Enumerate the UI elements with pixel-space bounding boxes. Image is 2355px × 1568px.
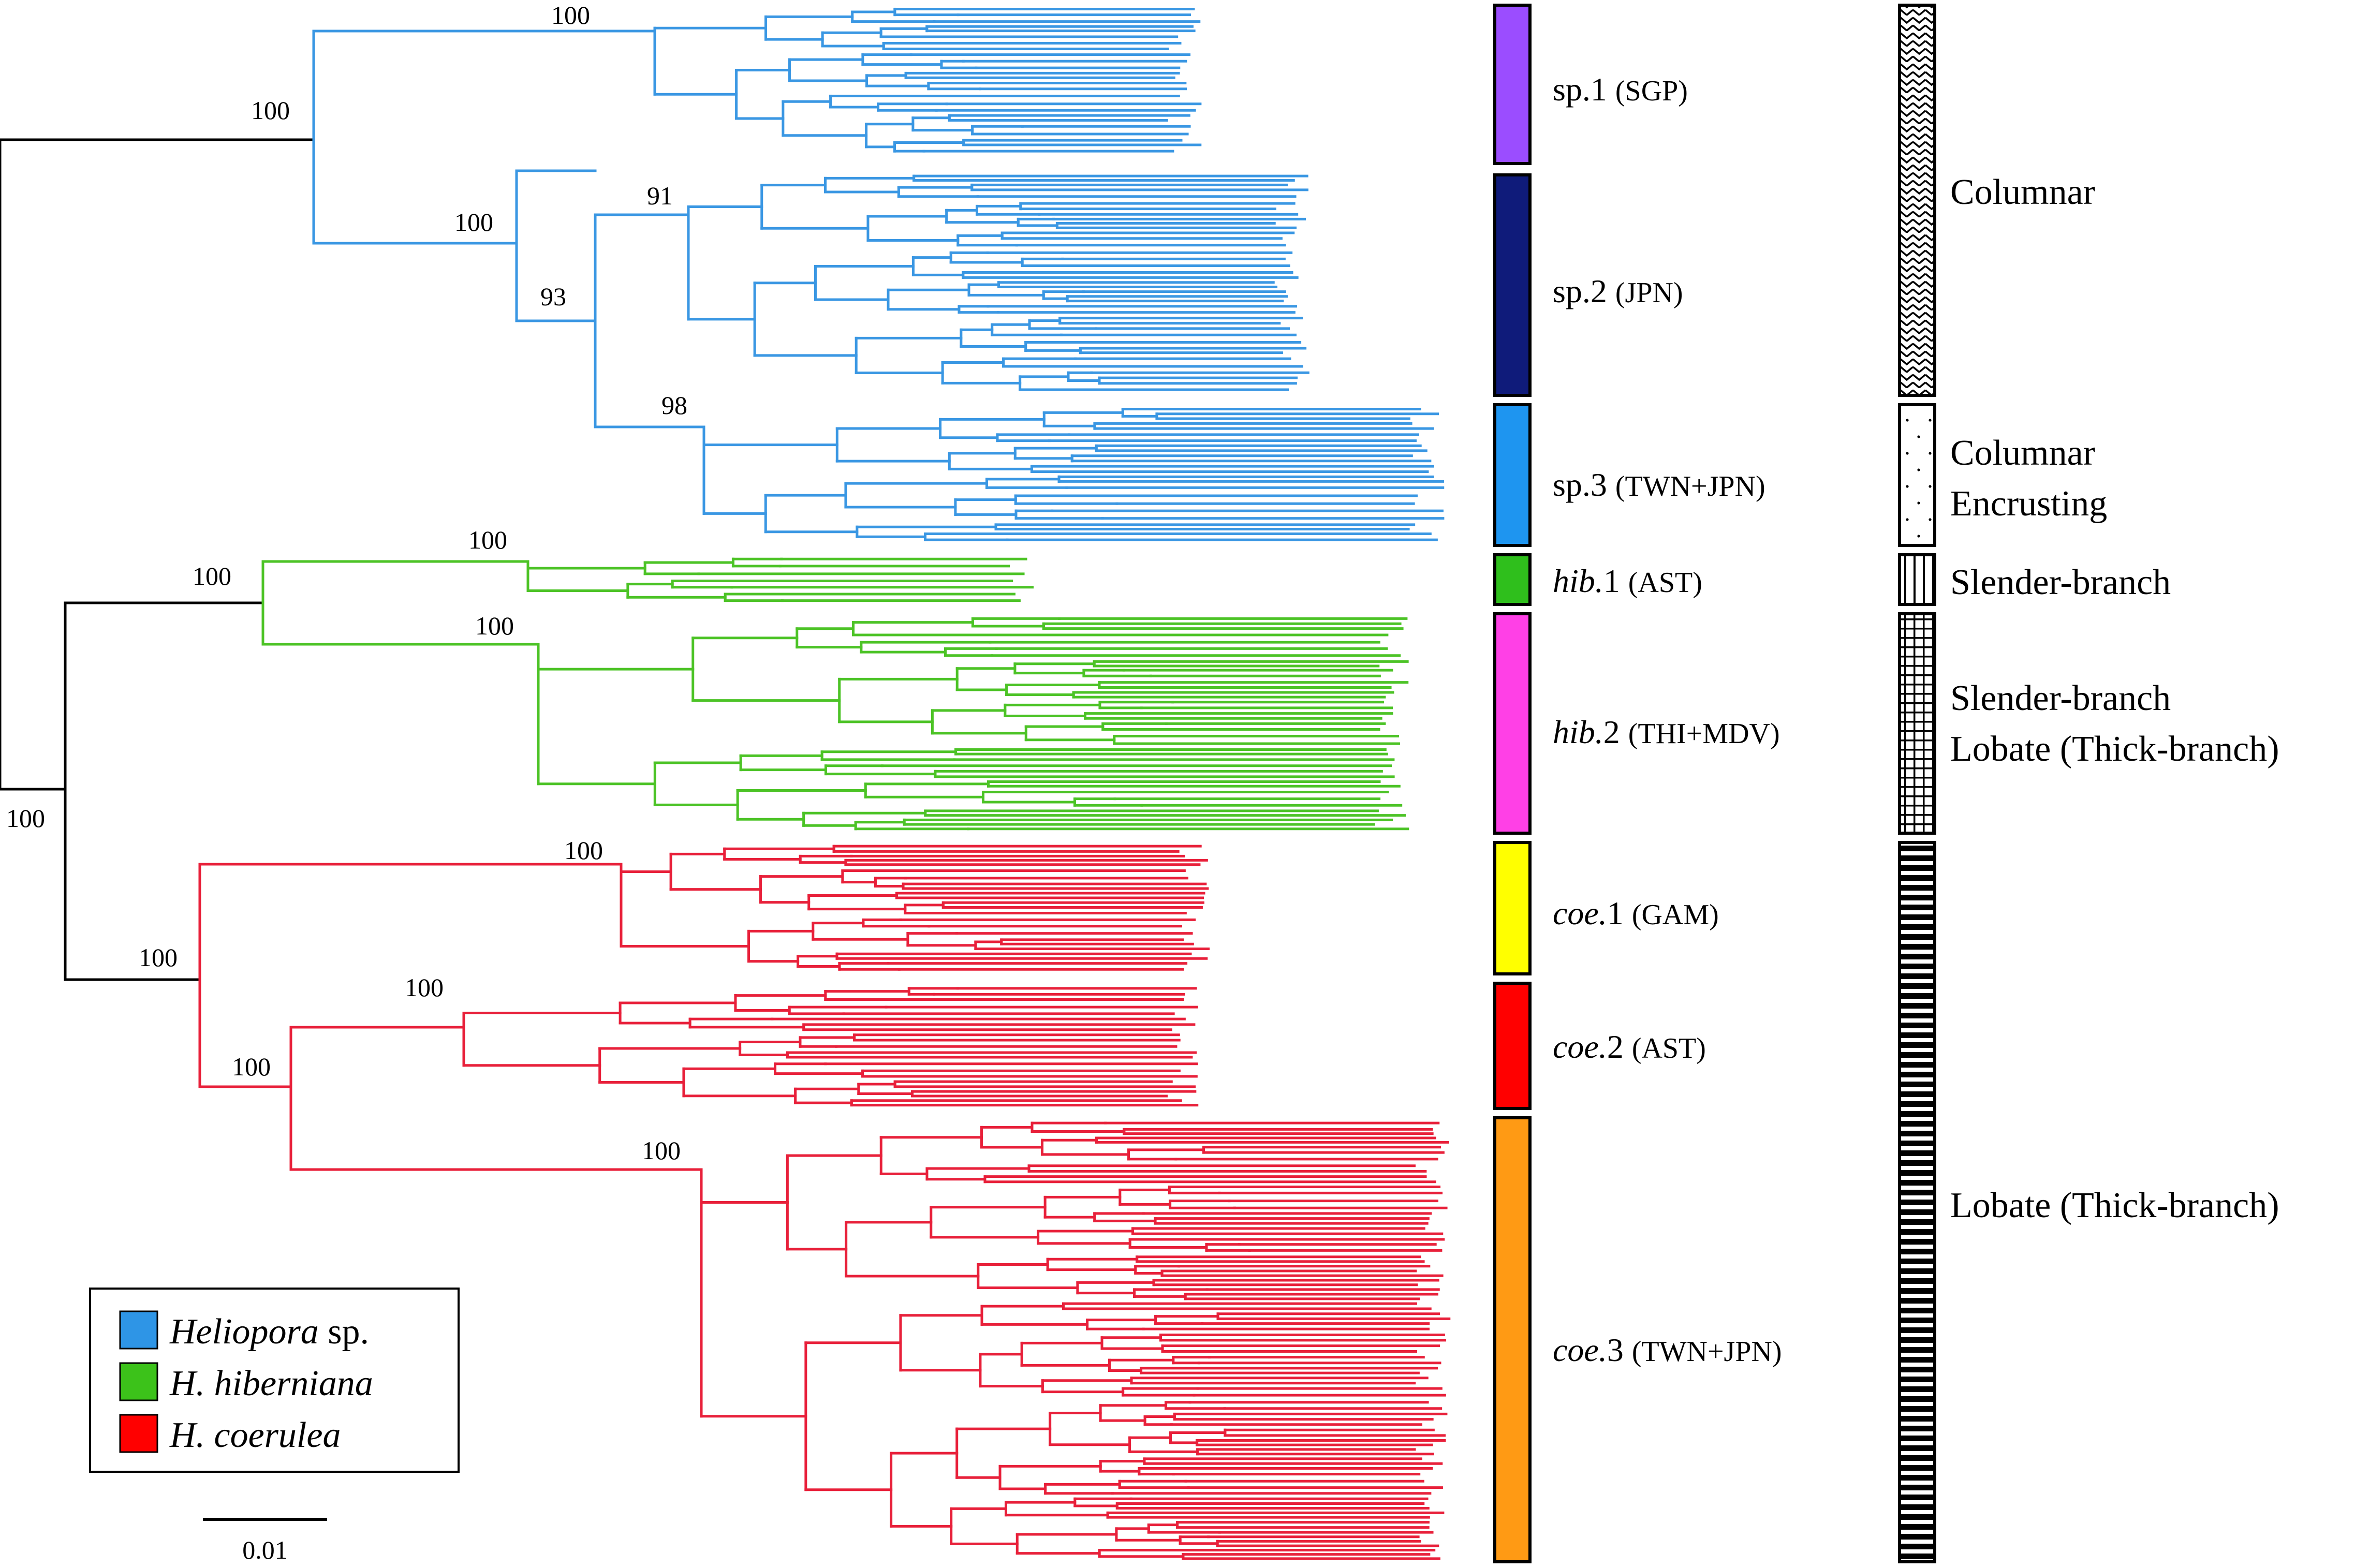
clade-label-sp1: sp.1 (SGP): [1553, 71, 1688, 108]
legend-label-coerulea: H. coerulea: [169, 1415, 341, 1455]
clade-annotations: sp.1 (SGP) sp.2 (JPN) sp.3 (TWN+JPN) hib.1(…: [1493, 4, 1782, 1563]
clade-bar-sp1: [1493, 4, 1532, 165]
morph-bar-lobate: [1898, 841, 1936, 1563]
morph-label-columnar: Columnar: [1950, 172, 2095, 212]
bootstrap-sp3: 98: [661, 391, 687, 420]
clade-label-coe2: coe.2 (AST): [1553, 1028, 1706, 1065]
bootstrap-coerulea: 100: [139, 943, 178, 972]
clade-label-hib2: hib.2 (THI+MDV): [1553, 714, 1780, 750]
clade-label-sp2: sp.2 (JPN): [1553, 273, 1683, 309]
morph-label-slender-lobate-1: Slender-branch: [1950, 678, 2171, 718]
clade-bar-sp3: [1493, 403, 1532, 547]
bootstrap-coe2-coe3: 100: [232, 1052, 271, 1081]
morph-bar-slender-lobate: [1898, 612, 1936, 835]
bootstrap-sp2sp3-inner: 93: [540, 282, 566, 311]
morphology-annotations: Columnar Columnar Encrusting Slender-bra…: [1898, 4, 2279, 1563]
bootstrap-hiberniana: 100: [193, 561, 231, 590]
clade-bar-sp2: [1493, 173, 1532, 397]
bootstrap-sp1: 100: [551, 1, 590, 29]
clade-bar-coe3: [1493, 1116, 1532, 1563]
morph-label-columnar-encrusting-2: Encrusting: [1950, 484, 2107, 524]
morph-bar-columnar: [1898, 4, 1936, 397]
bootstrap-sp2: 91: [647, 181, 673, 210]
bootstrap-coe1: 100: [564, 836, 603, 865]
legend-swatch-coerulea: [119, 1414, 158, 1453]
bootstrap-labels: 100 100 100 100 93 91 98 100 100 100 100…: [6, 1, 687, 1165]
clade-label-coe3: coe.3 (TWN+JPN): [1553, 1332, 1782, 1368]
bootstrap-hib1: 100: [468, 525, 507, 554]
legend-label-heliopora: Heliopora sp.: [169, 1312, 369, 1352]
bootstrap-coe2: 100: [405, 973, 444, 1002]
legend-label-hiberniana: H. hiberniana: [169, 1364, 373, 1403]
phylogenetic-tree: [0, 7, 1451, 1560]
bootstrap-sp2-sp3: 100: [454, 208, 493, 236]
clade-bar-coe1: [1493, 841, 1532, 975]
bootstrap-heliopora-sp: 100: [251, 96, 290, 125]
species-legend: Heliopora sp. H. hiberniana H. coerulea: [89, 1288, 460, 1473]
clade-bar-hib1: [1493, 553, 1532, 606]
scale-bar-label: 0.01: [242, 1535, 288, 1564]
legend-swatch-hiberniana: [119, 1362, 158, 1401]
morph-bar-slender-branch: [1898, 553, 1936, 606]
morph-label-columnar-encrusting-1: Columnar: [1950, 433, 2095, 473]
morph-label-lobate: Lobate (Thick-branch): [1950, 1186, 2279, 1225]
clade-label-coe1: coe.1 (GAM): [1553, 895, 1719, 931]
morph-label-slender-branch: Slender-branch: [1950, 563, 2171, 602]
clade-bar-coe2: [1493, 982, 1532, 1110]
morph-bar-columnar-encrusting: [1898, 403, 1936, 547]
morph-label-slender-lobate-2: Lobate (Thick-branch): [1950, 729, 2279, 769]
clade-bar-hib2: [1493, 612, 1532, 835]
scale-bar: 0.01: [203, 1518, 327, 1564]
clade-label-sp3: sp.3 (TWN+JPN): [1553, 466, 1765, 503]
legend-swatch-heliopora: [119, 1310, 158, 1350]
clade-label-hib1: hib.1 (AST): [1553, 563, 1702, 599]
bootstrap-coe3: 100: [642, 1136, 681, 1165]
bootstrap-hib2: 100: [475, 611, 514, 640]
bootstrap-root: 100: [6, 804, 45, 833]
